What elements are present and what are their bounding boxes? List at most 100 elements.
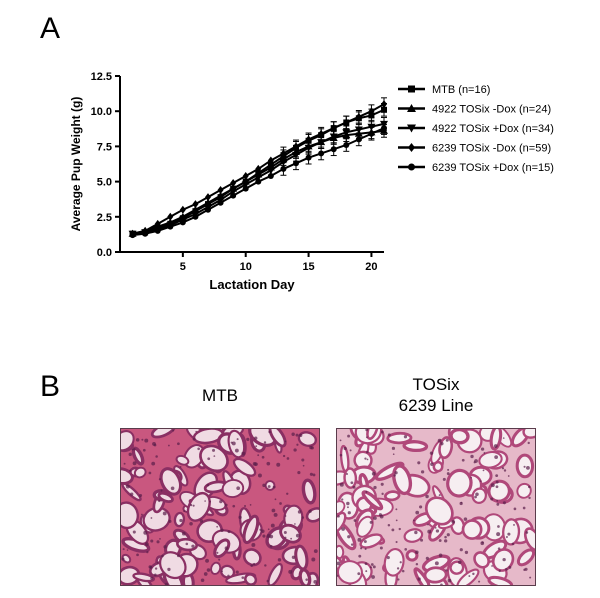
- tissue-shape: [230, 441, 233, 444]
- tissue-shape: [268, 430, 271, 434]
- tissue-shape: [438, 553, 443, 558]
- data-point: [179, 219, 186, 226]
- data-point: [230, 179, 237, 188]
- tissue-shape: [139, 494, 143, 498]
- data-point: [280, 149, 287, 158]
- tissue-shape: [516, 548, 536, 567]
- tissue-shape: [207, 457, 211, 461]
- legend-label: 4922 TOSix +Dox (n=34): [432, 123, 554, 135]
- tissue-shape: [511, 542, 515, 546]
- tissue-shape: [157, 491, 174, 504]
- tissue-shape: [463, 517, 468, 521]
- tissue-shape: [347, 434, 350, 438]
- tissue-shape: [447, 578, 452, 583]
- tissue-shape: [369, 520, 373, 524]
- tissue-shape: [197, 447, 200, 451]
- tissue-shape: [301, 478, 317, 505]
- tissue-shape: [179, 518, 183, 523]
- tissue-shape: [259, 528, 262, 531]
- tissue-shape: [156, 540, 160, 544]
- y-axis-label: Average Pup Weight (g): [69, 97, 83, 232]
- tissue-shape: [339, 453, 343, 457]
- tissue-shape: [262, 483, 266, 488]
- tissue-shape: [432, 460, 444, 473]
- tissue-shape: [133, 447, 136, 451]
- tissue-shape: [156, 562, 159, 564]
- tissue-shape: [252, 461, 257, 466]
- tissue-shape: [295, 533, 300, 538]
- tissue-shape: [200, 578, 205, 583]
- tissue-shape: [505, 536, 508, 539]
- tissue-shape: [206, 568, 211, 572]
- tissue-shape: [177, 442, 180, 446]
- tissue-shape: [293, 448, 297, 452]
- tissue-shape: [402, 440, 429, 453]
- tissue-shape: [423, 566, 448, 584]
- tissue-shape: [451, 520, 456, 524]
- tissue-shape: [473, 551, 490, 569]
- tissue-shape: [173, 511, 186, 528]
- data-point: [381, 100, 387, 109]
- tissue-shape: [246, 437, 250, 441]
- tissue-shape: [471, 487, 487, 504]
- tissue-shape: [204, 500, 206, 502]
- tissue-shape: [209, 500, 211, 503]
- tissue-shape: [132, 461, 137, 466]
- tissue-shape: [358, 554, 362, 558]
- tissue-shape: [213, 455, 216, 457]
- tissue-shape: [420, 538, 424, 542]
- tissue-shape: [168, 519, 172, 523]
- tissue-shape: [381, 492, 384, 496]
- tissue-shape: [301, 458, 305, 462]
- tissue-shape: [387, 433, 391, 437]
- tissue-shape: [464, 550, 469, 555]
- histology-image-mtb: [108, 421, 325, 595]
- data-point: [368, 107, 375, 116]
- tissue-shape: [159, 538, 161, 540]
- data-point: [293, 142, 299, 151]
- tissue-shape: [290, 537, 293, 540]
- data-point: [242, 185, 249, 192]
- tissue-shape: [360, 547, 363, 550]
- tissue-shape: [334, 544, 345, 560]
- x-axis-label: Lactation Day: [209, 277, 295, 292]
- right-image-caption: TOSix 6239 Line: [336, 374, 536, 416]
- tissue-shape: [347, 535, 351, 539]
- tissue-shape: [227, 574, 230, 578]
- tissue-shape: [380, 482, 384, 486]
- panel-letter-b: B: [40, 370, 61, 403]
- tissue-shape: [430, 462, 434, 466]
- data-point: [230, 192, 237, 199]
- data-point: [267, 156, 274, 165]
- tissue-shape: [341, 498, 344, 501]
- tissue-shape: [513, 523, 515, 526]
- tissue-shape: [336, 560, 363, 585]
- tissue-shape: [497, 547, 501, 550]
- data-point: [355, 136, 362, 143]
- y-tick-label: 2.5: [97, 212, 112, 224]
- tissue-shape: [425, 556, 429, 560]
- tissue-shape: [143, 530, 148, 535]
- tissue-shape: [391, 528, 395, 532]
- tissue-shape: [189, 521, 193, 526]
- tissue-shape: [392, 453, 395, 456]
- tissue-shape: [393, 474, 396, 477]
- tissue-shape: [154, 573, 157, 577]
- tissue-shape: [386, 555, 390, 560]
- tissue-shape: [370, 563, 374, 566]
- tissue-shape: [446, 533, 450, 537]
- data-point: [343, 118, 350, 127]
- tissue-shape: [364, 562, 368, 566]
- tissue-shape: [522, 506, 526, 510]
- tissue-shape: [241, 576, 245, 579]
- tissue-shape: [459, 548, 463, 552]
- tissue-shape: [442, 477, 446, 481]
- data-point: [292, 151, 300, 159]
- tissue-shape: [161, 554, 164, 558]
- y-tick-label: 5.0: [97, 177, 112, 189]
- tissue-shape: [379, 514, 384, 519]
- tissue-shape: [159, 467, 183, 496]
- tissue-shape: [142, 448, 146, 452]
- tissue-shape: [357, 537, 362, 542]
- data-point: [318, 129, 325, 138]
